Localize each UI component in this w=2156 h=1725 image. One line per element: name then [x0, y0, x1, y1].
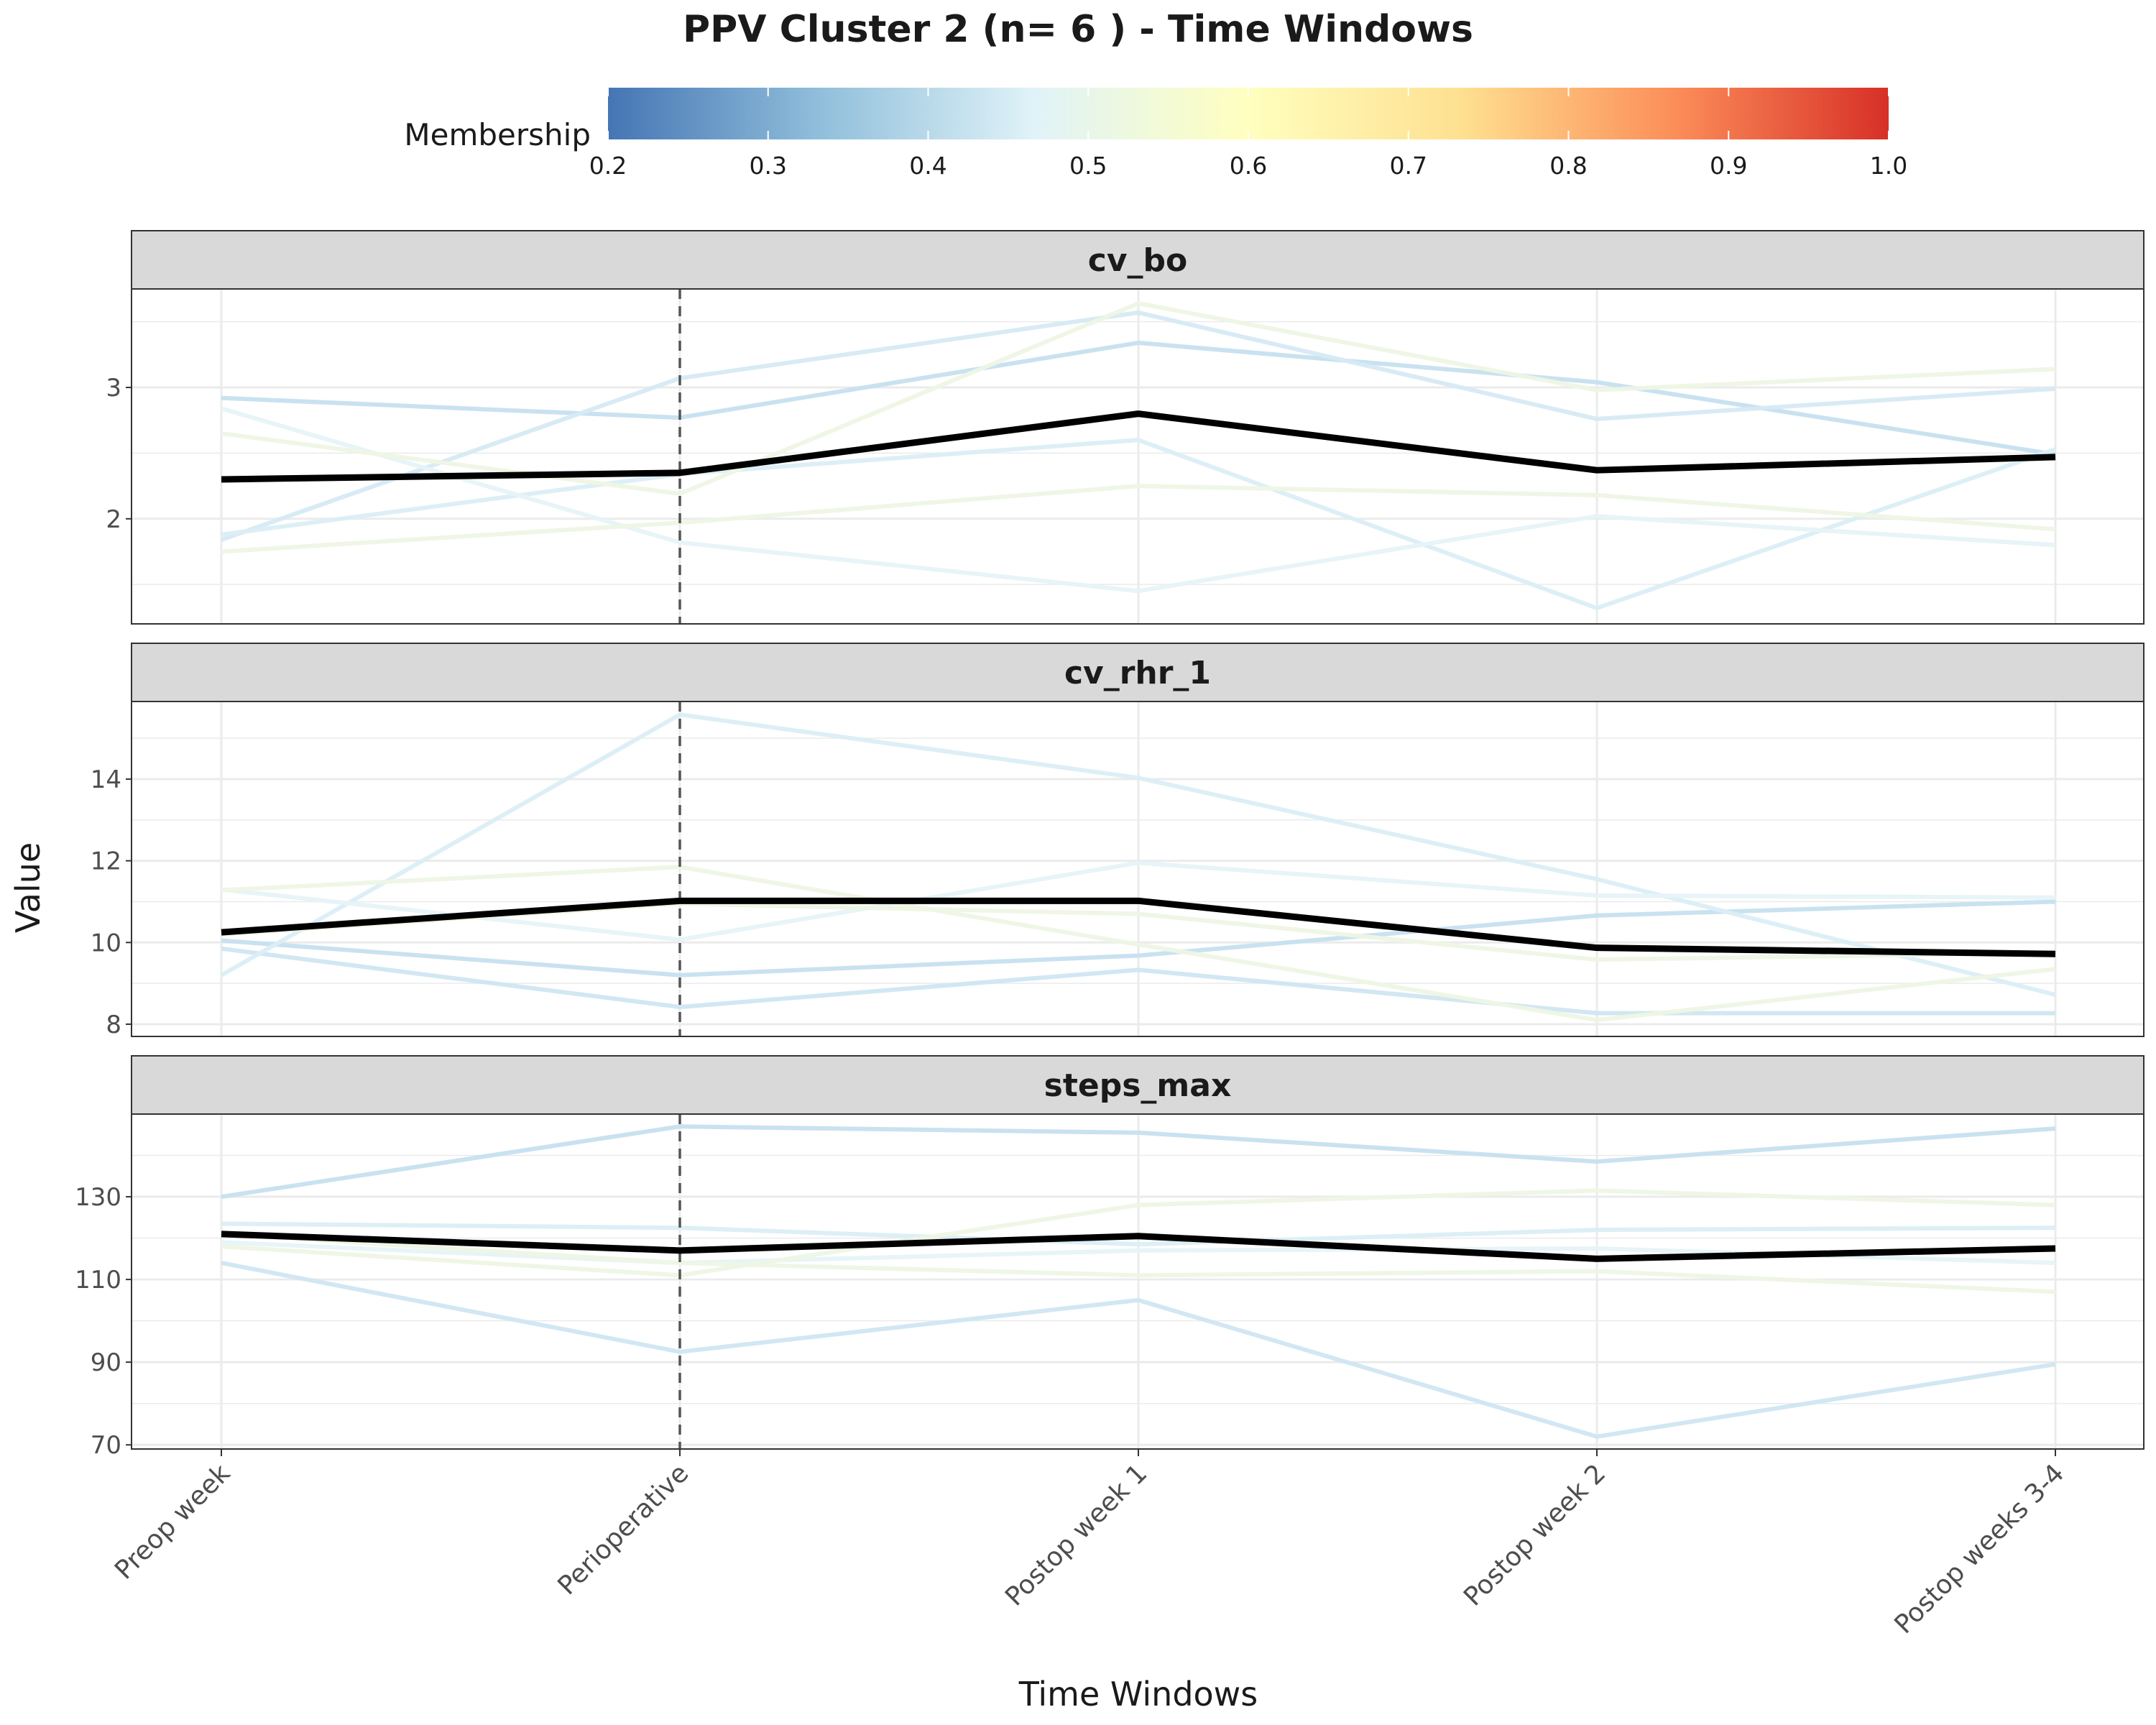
facet-strip-label: steps_max — [1044, 1067, 1232, 1104]
membership-legend: Membership 0.2 0.3 0.4 0.5 0.6 0.7 0.8 0.9 1.0 — [404, 88, 1907, 180]
legend-tick-label: 0.6 — [1230, 152, 1267, 180]
y-tick-label: 130 — [75, 1183, 121, 1212]
member-line-6 — [221, 484, 2056, 554]
x-tick-label: Postop week 2 — [1458, 1458, 1611, 1611]
facet-panel-steps_max: steps_max 70 90 110 130 — [75, 1055, 2145, 1460]
cluster-mean-line — [221, 1230, 2056, 1262]
facet-panel-cv_bo: cv_bo 2 3 — [106, 230, 2145, 625]
facet-panels: cv_bo 2 3 cv_rhr_1 8 10 12 14 steps_max 70 90 110 13… — [75, 230, 2145, 1460]
member-line-3 — [220, 712, 2056, 997]
facet-panel-cv_rhr_1: cv_rhr_1 8 10 12 14 — [91, 643, 2145, 1039]
x-tick-label: Perioperative — [552, 1458, 694, 1601]
panel-border — [131, 288, 2145, 625]
member-line-4 — [221, 406, 2056, 594]
cluster-mean-line — [221, 897, 2056, 957]
y-tick-label: 110 — [75, 1266, 121, 1294]
facet-strip-label: cv_bo — [1088, 242, 1188, 279]
chart-title: PPV Cluster 2 (n= 6 ) - Time Windows — [683, 8, 1473, 51]
x-tick-label: Postop weeks 3-4 — [1889, 1458, 2070, 1639]
member-line-2 — [221, 1261, 2056, 1439]
y-tick-label: 8 — [106, 1011, 121, 1039]
x-tick-label: Postop week 1 — [1000, 1458, 1153, 1611]
y-tick-label: 2 — [106, 505, 121, 534]
legend-ticks: 0.2 0.3 0.4 0.5 0.6 0.7 0.8 0.9 1.0 — [589, 88, 1907, 180]
y-tick-label: 3 — [106, 374, 121, 402]
legend-tick-label: 0.5 — [1069, 152, 1107, 180]
member-line-4 — [221, 860, 2056, 942]
member-line-5 — [221, 1188, 2056, 1278]
y-tick-label: 14 — [91, 765, 121, 794]
facet-strip-label: cv_rhr_1 — [1064, 655, 1211, 691]
member-line-6 — [221, 1231, 2056, 1294]
panel-border — [131, 701, 2145, 1037]
member-line-1 — [221, 1124, 2056, 1200]
legend-tick-label: 0.3 — [750, 152, 787, 180]
legend-tick-label: 0.7 — [1390, 152, 1427, 180]
facet-strip — [131, 230, 2145, 290]
legend-tick-label: 0.9 — [1710, 152, 1747, 180]
x-tick-label: Preop week — [109, 1458, 236, 1585]
facet-strip — [131, 1055, 2145, 1115]
y-tick-label: 10 — [91, 929, 121, 957]
cluster-mean-line — [221, 410, 2056, 483]
legend-tick-label: 0.8 — [1549, 152, 1587, 180]
member-line-3 — [221, 438, 2056, 611]
member-line-1 — [221, 340, 2056, 457]
legend-tick-label: 1.0 — [1870, 152, 1907, 180]
facet-strip — [131, 643, 2145, 702]
member-line-3 — [221, 1221, 2056, 1247]
y-tick-label: 70 — [91, 1431, 121, 1460]
x-axis-title: Time Windows — [1018, 1675, 1258, 1714]
member-line-5 — [221, 865, 2056, 1023]
y-axis-title: Value — [9, 842, 47, 933]
member-line-2 — [221, 946, 2055, 1016]
legend-tick-label: 0.2 — [589, 152, 627, 180]
member-line-2 — [221, 310, 2056, 542]
legend-tick-label: 0.4 — [909, 152, 946, 180]
legend-title: Membership — [404, 117, 591, 152]
y-tick-label: 90 — [91, 1348, 121, 1377]
y-tick-label: 12 — [91, 847, 121, 876]
x-axis: Preop week Perioperative Postop week 1 Post… — [109, 1449, 2070, 1639]
member-line-1 — [221, 899, 2056, 978]
